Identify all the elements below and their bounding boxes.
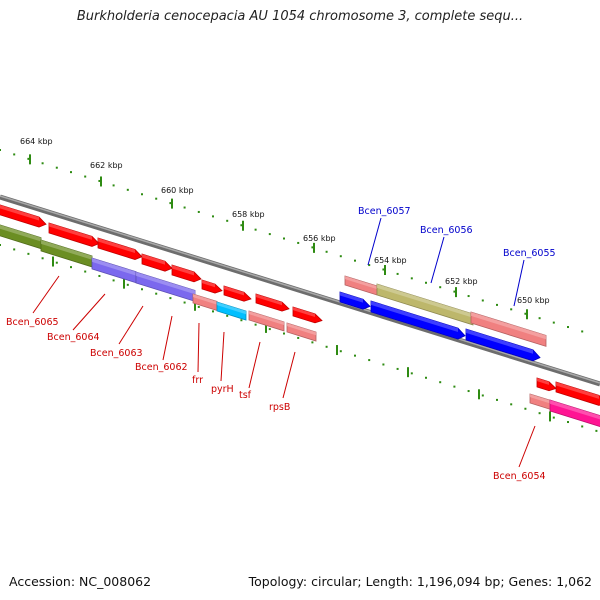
gene-label-Bcen_6056[interactable]: Bcen_6056 <box>420 225 473 236</box>
gene-pyrH[interactable] <box>216 301 247 321</box>
gene-label-rpsB[interactable]: rpsB <box>269 402 290 413</box>
gene-Bcen_6057-top[interactable] <box>344 275 378 296</box>
gene-label-Bcen_6054[interactable]: Bcen_6054 <box>493 471 546 482</box>
label-leader-line <box>32 275 60 314</box>
gene-frr-top[interactable] <box>201 279 223 294</box>
label-leader-line <box>220 331 225 382</box>
label-leader-line <box>197 322 200 373</box>
gene-tsf[interactable] <box>248 310 285 332</box>
ruler-label: 650 kbp <box>517 296 550 305</box>
gene-Bcen_6065b[interactable] <box>97 237 143 260</box>
label-leader-line <box>430 236 445 284</box>
ruler-label: 662 kbp <box>90 161 123 170</box>
gene-rpsB[interactable] <box>286 322 317 342</box>
gene-rpsB-top[interactable] <box>292 306 323 324</box>
gene-Bcen_6055[interactable] <box>470 311 547 347</box>
gene-label-Bcen_6065[interactable]: Bcen_6065 <box>6 317 59 328</box>
genome-backbone <box>0 194 600 387</box>
gene-Bcen_6054[interactable] <box>529 393 553 411</box>
label-leader-line <box>518 425 536 468</box>
gene-label-Bcen_6063[interactable]: Bcen_6063 <box>90 348 143 359</box>
gene-Bcen_6054b[interactable] <box>549 399 600 428</box>
ruler-lower-dots <box>0 244 598 432</box>
ruler-label: 658 kbp <box>232 210 265 219</box>
gene-Bcen_6062b[interactable] <box>171 264 202 283</box>
gene-label-frr[interactable]: frr <box>192 375 203 386</box>
ruler-label: 652 kbp <box>445 277 478 286</box>
ruler: 664 kbp 662 kbp 660 kbp 658 kbp 656 kbp 654 k… <box>0 137 598 432</box>
gene-label-Bcen_6055[interactable]: Bcen_6055 <box>503 248 556 259</box>
gene-frr[interactable] <box>192 293 218 312</box>
ruler-label: 664 kbp <box>20 137 53 146</box>
gene-Bcen_6054-top[interactable] <box>536 377 557 392</box>
gene-label-Bcen_6062[interactable]: Bcen_6062 <box>135 362 188 373</box>
gene-pyrH-top[interactable] <box>223 285 252 302</box>
ruler-label: 654 kbp <box>374 256 407 265</box>
gene-Bcen_6057[interactable] <box>339 291 371 310</box>
gene-Bcen_6063[interactable] <box>91 257 137 284</box>
gene-label-Bcen_6064[interactable]: Bcen_6064 <box>47 332 100 343</box>
label-leader-line <box>282 351 296 399</box>
gene-Bcen_6064[interactable] <box>0 223 42 250</box>
gene-Bcen_6062[interactable] <box>141 253 173 272</box>
label-leader-line <box>72 293 106 331</box>
ruler-label: 660 kbp <box>161 186 194 195</box>
gene-tsf-top[interactable] <box>255 293 290 312</box>
gene-Bcen_6055b[interactable] <box>465 328 541 362</box>
label-leader-line <box>513 259 525 307</box>
map-title: Burkholderia cenocepacia AU 1054 chromos… <box>76 9 524 24</box>
gene-Bcen_6056[interactable] <box>376 283 474 326</box>
gene-label-tsf[interactable]: tsf <box>239 390 252 401</box>
label-leader-line <box>367 217 382 266</box>
topology-summary: Topology: circular; Length: 1,196,094 bp… <box>248 574 592 589</box>
gene-label-Bcen_6057[interactable]: Bcen_6057 <box>358 206 411 217</box>
gene-Bcen_6065[interactable] <box>48 222 100 247</box>
gene-Bcen_6054-top2[interactable] <box>555 381 600 406</box>
gene-labels: Bcen_6065 Bcen_6064 Bcen_6063 Bcen_6062frrp… <box>6 206 556 482</box>
ruler-label: 656 kbp <box>303 234 336 243</box>
gene-features <box>0 203 600 428</box>
label-leader-line <box>118 305 144 345</box>
gene-Bcen_6066[interactable] <box>0 203 47 228</box>
accession-text: Accession: NC_008062 <box>9 574 152 589</box>
label-leader-line <box>162 315 173 361</box>
gene-Bcen_6056b[interactable] <box>370 300 466 340</box>
label-leader-line <box>248 341 261 389</box>
gene-label-pyrH[interactable]: pyrH <box>211 384 234 395</box>
ruler-upper-dots <box>0 149 584 333</box>
